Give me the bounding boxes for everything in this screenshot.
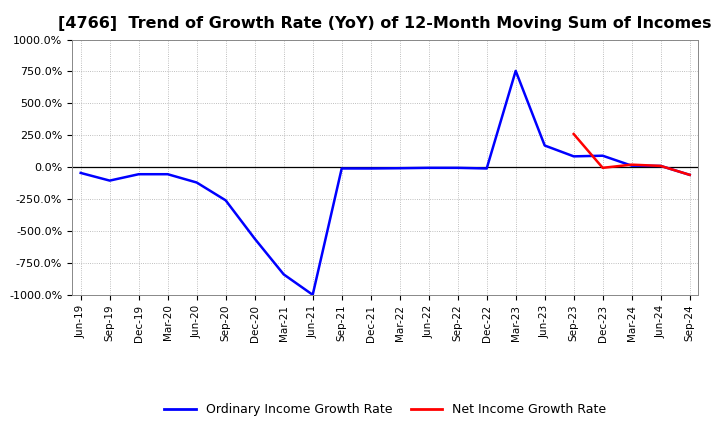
- Title: [4766]  Trend of Growth Rate (YoY) of 12-Month Moving Sum of Incomes: [4766] Trend of Growth Rate (YoY) of 12-…: [58, 16, 712, 32]
- Legend: Ordinary Income Growth Rate, Net Income Growth Rate: Ordinary Income Growth Rate, Net Income …: [159, 398, 611, 421]
